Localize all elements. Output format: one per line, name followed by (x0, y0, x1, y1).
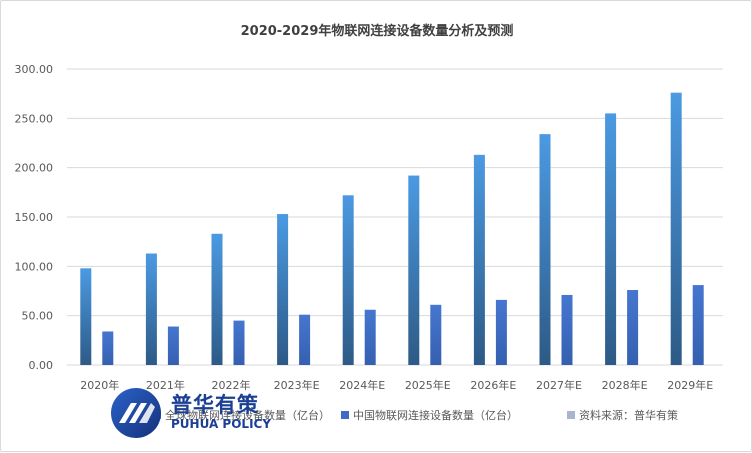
x-tick-label: 2027年E (536, 378, 582, 392)
x-tick-label: 2021年 (146, 378, 185, 392)
x-tick-label: 2029年E (667, 378, 713, 392)
y-tick-label: 150.00 (15, 211, 54, 224)
bar-china (430, 304, 442, 365)
bar-global (539, 134, 551, 365)
bar-global (80, 268, 92, 365)
chart-title: 2020-2029年物联网连接设备数量分析及预测 (241, 23, 514, 39)
x-tick-label: 2024年E (339, 378, 385, 392)
bar-china (167, 326, 179, 365)
bar-china (561, 294, 573, 365)
puhua-logo: 普华有策 PUHUA POLICY (107, 387, 277, 439)
bar-china (692, 285, 704, 365)
x-tick-label: 2022年 (212, 378, 251, 392)
bar-global (670, 92, 682, 366)
bar-china (233, 320, 245, 365)
x-tick-label: 2023年E (274, 378, 320, 392)
bar-china (299, 314, 311, 365)
y-tick-label: 200.00 (15, 162, 54, 175)
bar-global (605, 113, 617, 366)
x-tick-label: 2020年 (80, 378, 119, 392)
y-tick-label: 100.00 (15, 260, 54, 273)
bar-china (627, 290, 639, 365)
bar-global (277, 214, 289, 365)
bar-global (342, 195, 354, 365)
y-tick-label: 0.00 (29, 359, 54, 372)
legend-label: 资料来源：普华有策 (579, 408, 678, 422)
logo-mark-icon (111, 388, 161, 438)
bar-global (145, 253, 157, 365)
bar-global (211, 233, 223, 365)
legend-swatch (341, 411, 349, 419)
y-tick-label: 250.00 (15, 112, 54, 125)
legend-swatch (567, 411, 575, 419)
y-tick-label: 300.00 (15, 63, 54, 76)
legend-label: 中国物联网连接设备数量（亿台） (353, 408, 518, 422)
bar-china (102, 331, 114, 365)
bar-global (408, 175, 420, 365)
y-tick-label: 50.00 (22, 310, 54, 323)
x-tick-label: 2028年E (602, 378, 648, 392)
bar-china (495, 299, 507, 365)
x-tick-label: 2026年E (470, 378, 516, 392)
x-tick-label: 2025年E (405, 378, 451, 392)
bar-global (473, 154, 485, 365)
logo-name-cn: 普华有策 (171, 393, 259, 417)
bar-china (364, 309, 376, 365)
logo-name-en: PUHUA POLICY (171, 417, 272, 431)
legend-label: 全球物联网连接设备数量（亿台） (165, 408, 330, 422)
